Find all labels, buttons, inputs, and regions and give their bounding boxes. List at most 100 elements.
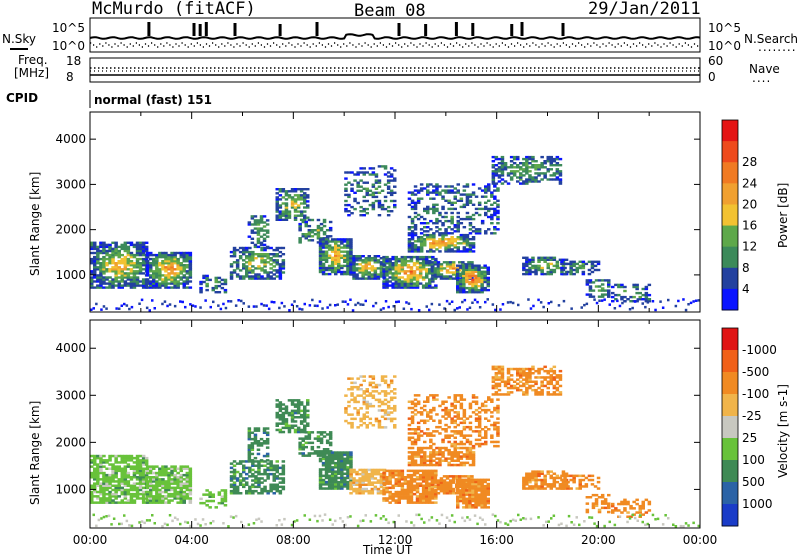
- power-cell: [170, 286, 174, 288]
- power-cell: [540, 162, 544, 164]
- power-cell: [487, 289, 491, 291]
- power-cell: [390, 210, 394, 212]
- velocity-cell: [423, 409, 427, 412]
- power-cell: [173, 252, 177, 254]
- power-cell: [553, 164, 557, 166]
- power-cell: [502, 303, 505, 306]
- power-cell: [463, 240, 467, 242]
- power-cell: [469, 242, 473, 244]
- power-cell: [350, 171, 354, 173]
- power-cell: [393, 186, 397, 188]
- power-cell: [492, 303, 495, 306]
- power-cell: [133, 262, 137, 264]
- velocity-cell: [155, 465, 159, 468]
- power-cell: [127, 282, 131, 284]
- power-cell: [288, 213, 292, 215]
- velocity-cell: [266, 459, 270, 462]
- velocity-cell: [463, 462, 467, 465]
- velocity-cell: [245, 481, 249, 484]
- velocity-cell: [393, 405, 397, 408]
- power-cell: [483, 281, 487, 283]
- power-cell: [152, 260, 156, 262]
- power-cell: [401, 266, 405, 268]
- velocity-cell: [366, 411, 370, 414]
- power-cell: [346, 238, 350, 240]
- power-cell: [325, 244, 329, 246]
- velocity-cell: [401, 470, 405, 473]
- power-cell: [390, 179, 394, 181]
- power-cell: [454, 250, 458, 252]
- velocity-cell: [96, 455, 100, 458]
- power-cell: [282, 213, 286, 215]
- power-cell: [300, 202, 304, 204]
- power-cell: [410, 282, 414, 284]
- power-cell: [441, 206, 445, 208]
- velocity-cell: [133, 499, 137, 502]
- velocity-cell: [233, 469, 237, 472]
- power-cell: [607, 279, 611, 281]
- velocity-cell: [407, 495, 411, 498]
- power-cell: [346, 257, 350, 259]
- power-cell: [337, 257, 341, 259]
- power-cell: [282, 247, 286, 249]
- power-cell: [534, 160, 538, 162]
- power-cell: [105, 254, 109, 256]
- power-cell: [331, 240, 335, 242]
- power-cell: [170, 282, 174, 284]
- power-cell: [487, 285, 491, 287]
- power-cell: [242, 265, 246, 267]
- power-cell: [254, 273, 258, 275]
- power-cell: [499, 308, 502, 311]
- velocity-cell: [298, 442, 302, 445]
- power-cell: [645, 286, 649, 288]
- power-cell: [342, 300, 345, 303]
- velocity-cell: [465, 479, 469, 482]
- power-colorbar-swatch: [722, 204, 738, 226]
- power-cell: [440, 277, 444, 279]
- power-cell: [167, 286, 171, 288]
- power-cell: [475, 196, 479, 198]
- velocity-cell: [142, 482, 146, 485]
- velocity-cell: [322, 462, 326, 465]
- velocity-cell: [276, 475, 280, 478]
- power-cell: [269, 247, 273, 249]
- power-cell: [417, 214, 421, 216]
- power-cell: [407, 266, 411, 268]
- power-cell: [474, 265, 478, 267]
- power-cell: [346, 240, 350, 242]
- power-cell: [276, 219, 280, 221]
- power-cell: [340, 240, 344, 242]
- velocity-cell: [422, 485, 426, 488]
- power-cell: [478, 202, 482, 204]
- power-cell: [553, 160, 557, 162]
- velocity-cell: [471, 504, 475, 507]
- velocity-cell: [356, 377, 360, 380]
- power-cell: [114, 266, 118, 268]
- velocity-cell: [347, 413, 351, 416]
- power-cell: [96, 266, 100, 268]
- velocity-cell: [279, 490, 283, 493]
- power-cell: [480, 267, 484, 269]
- power-cell: [454, 196, 458, 198]
- power-cell: [139, 244, 143, 246]
- power-cell: [300, 219, 304, 221]
- noise-spike: [193, 23, 196, 36]
- power-cell: [525, 273, 529, 275]
- power-cell: [572, 261, 576, 263]
- velocity-cell: [432, 449, 436, 452]
- power-cell: [305, 235, 309, 237]
- power-cell: [437, 265, 441, 267]
- velocity-cell: [414, 464, 418, 467]
- power-cell: [308, 225, 312, 227]
- power-cell: [320, 227, 324, 229]
- velocity-cell: [325, 470, 329, 473]
- velocity-cell: [463, 447, 467, 450]
- power-cell: [303, 202, 307, 204]
- velocity-cell: [183, 474, 187, 477]
- power-cell: [93, 242, 97, 244]
- velocity-cell: [111, 495, 115, 498]
- velocity-cell: [459, 500, 463, 503]
- power-cell: [598, 285, 602, 287]
- velocity-cell: [266, 446, 270, 449]
- power-cell: [465, 281, 469, 283]
